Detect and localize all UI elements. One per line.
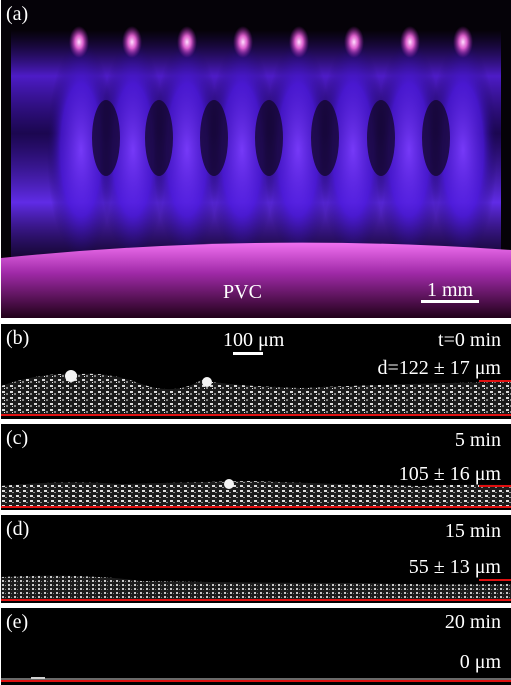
thickness-label-d: 55 ± 13 μm [408,556,501,578]
thickness-marker-c [479,485,511,487]
discharge-filaments [47,40,497,260]
baseline-c [1,506,511,508]
baseline-d [1,599,511,601]
electrode-tips [69,26,473,58]
baseline-b [1,414,511,416]
time-label-e: 20 min [444,611,501,633]
thickness-marker-d [479,579,511,581]
scale-bar-label-100um: 100 μm [223,329,285,351]
thickness-label-c: 105 ± 16 μm [398,463,501,485]
coating-layer-e [1,677,511,680]
dark-gaps [92,100,450,176]
scale-bar-100um [233,352,263,355]
thickness-label-e: 0 μm [459,651,501,673]
thickness-marker-b [479,380,511,382]
time-label-d: 15 min [444,520,501,542]
panel-c-label: (c) [6,427,29,449]
panel-e-label: (e) [6,611,29,633]
coating-layer-c [1,479,511,506]
scale-bar-1mm [421,300,479,303]
scale-bar-label-1mm: 1 mm [427,279,474,301]
panel-a-plasma-photo: (a) PVC 1 mm [1,0,511,318]
pvc-label: PVC [223,281,262,303]
time-label-c: 5 min [454,429,501,451]
panel-b-coating-t0: (b) 100 μm t=0 min d=122 ± 17 μm [1,324,511,419]
baseline-e [1,680,511,682]
panel-a-label: (a) [6,3,29,25]
panel-d-coating-15min: (d) 15 min 55 ± 13 μm [1,515,511,603]
pvc-surface [1,242,511,318]
coating-layer-b [1,370,511,415]
panel-b-label: (b) [6,327,30,349]
panel-c-coating-5min: (c) 5 min 105 ± 16 μm [1,424,511,510]
coating-layer-d [1,575,511,599]
panel-e-coating-20min: (e) 20 min 0 μm [1,608,511,685]
thickness-label-b: d=122 ± 17 μm [377,357,501,379]
plasma-discharge-image [1,0,511,318]
time-label-b: t=0 min [438,329,501,351]
panel-d-label: (d) [6,518,30,540]
